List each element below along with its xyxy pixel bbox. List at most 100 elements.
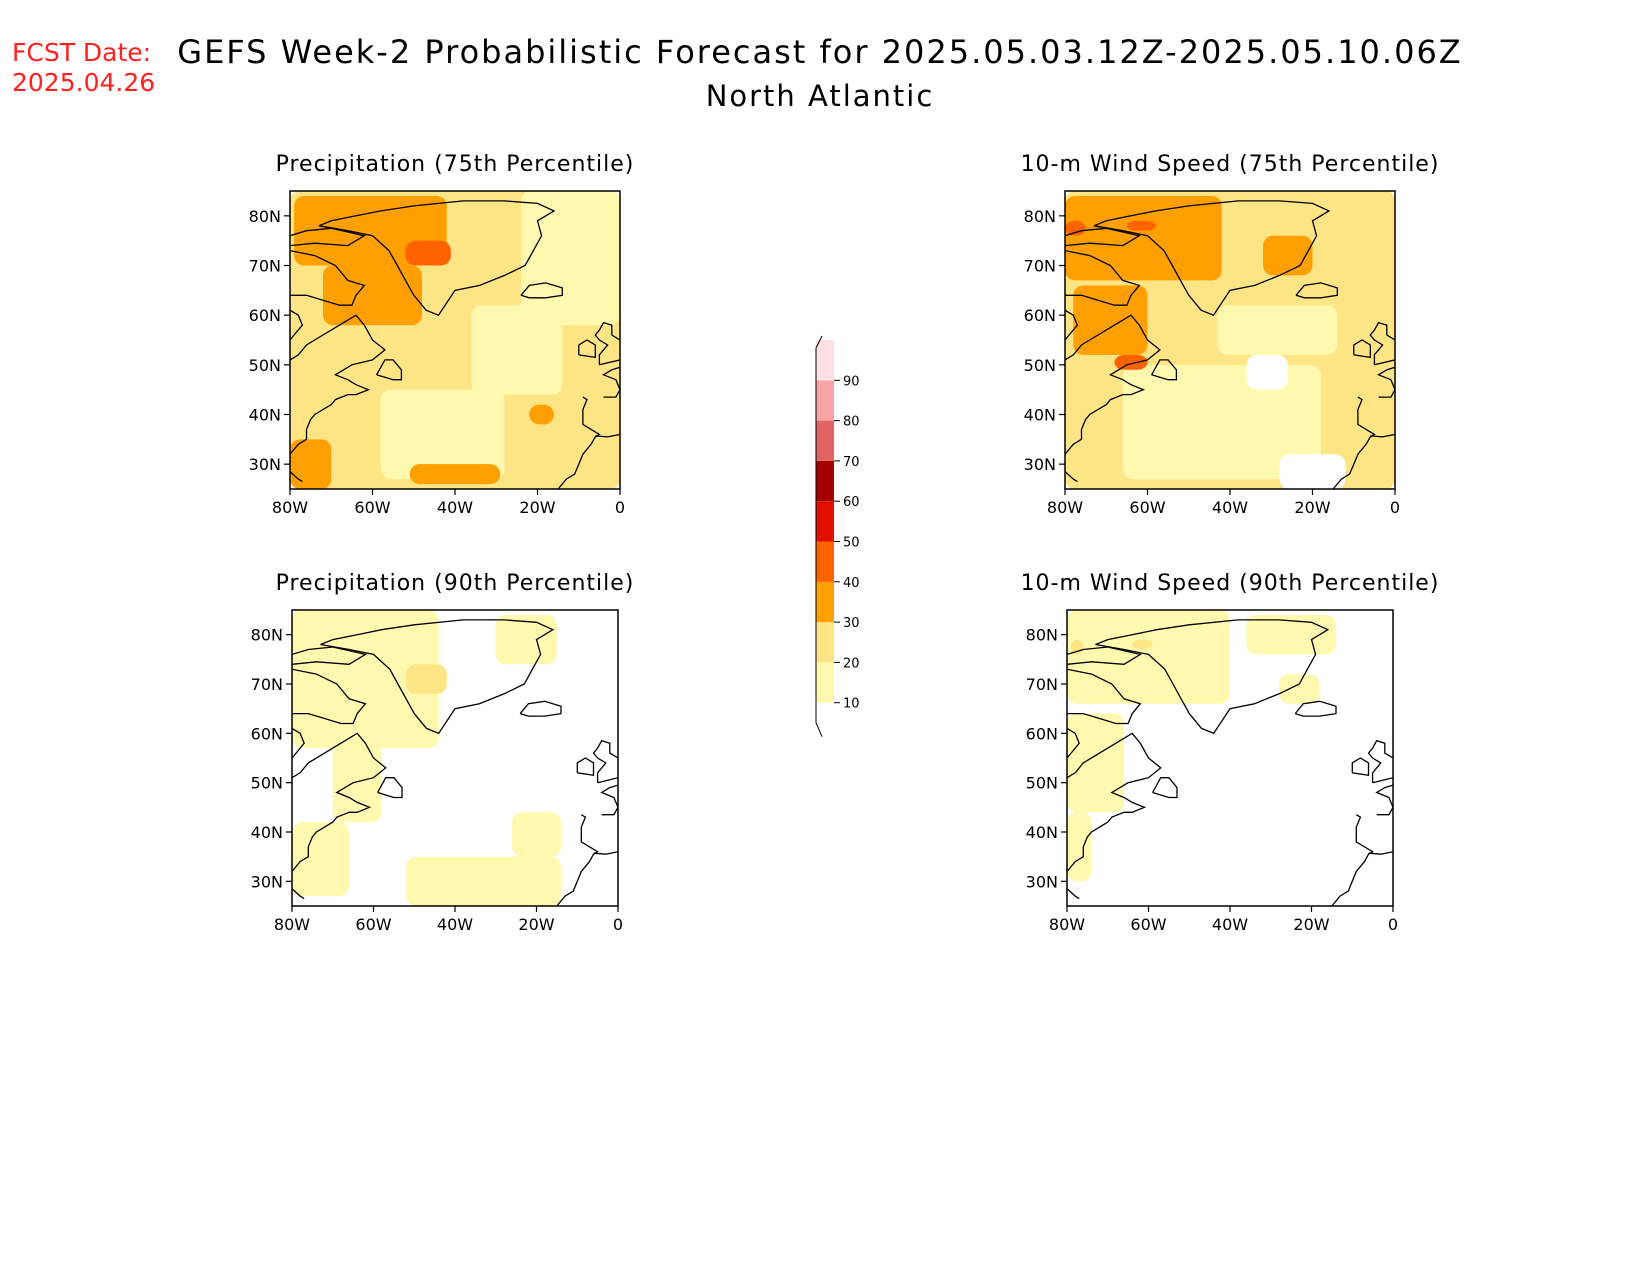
coastline [1095,619,1330,735]
lon-tick-label: 40W [1212,498,1248,517]
shading-region [1122,364,1321,480]
lat-tick-label: 30N [1026,872,1058,891]
coastline [519,700,562,717]
shading-region [471,305,563,395]
colorbar-segment [816,581,834,623]
lat-tick-label: 30N [249,455,281,474]
lat-tick-label: 50N [1026,774,1058,793]
lat-tick-label: 40N [1024,406,1056,425]
lat-tick-label: 80N [251,626,283,645]
lon-tick-label: 80W [272,498,308,517]
lon-tick-label: 80W [1049,915,1085,934]
colorbar-edge [815,335,823,703]
coastline [1367,739,1393,784]
shading-region [1065,220,1086,236]
coastline [602,366,620,398]
colorbar-label: 10 [843,697,860,712]
coastline [292,668,367,725]
colorbar-segment [816,501,834,542]
shading-region [495,614,557,665]
shading-region [529,404,554,425]
coastline [1065,314,1161,455]
coastline [1065,309,1079,341]
lat-tick-label: 30N [1024,455,1056,474]
coastline [292,646,368,665]
coastline [318,200,556,317]
lat-tick-label: 70N [1024,257,1056,276]
coastline [556,814,599,906]
shading-region [1067,713,1125,813]
shading-region [1279,454,1346,489]
shading-region [406,664,447,694]
coastline [595,433,620,438]
lon-tick-label: 40W [437,915,473,934]
coastline [1067,668,1142,725]
shading-region [1132,639,1153,650]
lat-tick-label: 80N [1026,626,1058,645]
lat-tick-label: 50N [1024,356,1056,375]
coastline [1351,757,1370,777]
coastlines [290,200,620,489]
shading-region [1067,812,1092,882]
lon-tick-label: 60W [354,498,390,517]
lat-tick-label: 70N [1026,675,1058,694]
shading-region [1114,354,1148,370]
coastline [578,339,596,359]
coastline [320,619,555,735]
coastline [290,309,304,341]
colorbar-label: 70 [843,455,860,470]
panel-title: 10-m Wind Speed (90th Percentile) [1021,571,1440,596]
coastline [290,227,367,247]
coastline [377,777,403,799]
colorbar-label: 40 [843,576,860,591]
lat-tick-label: 60N [1024,306,1056,325]
coastline [1331,814,1374,906]
coastline [292,732,387,872]
lat-tick-label: 80N [249,207,281,226]
shading-region [1073,285,1148,355]
lon-tick-label: 0 [613,915,623,934]
shading-region [292,610,439,749]
probability-shading [290,191,620,489]
coastline [292,888,305,900]
lat-tick-label: 40N [251,823,283,842]
coastline [600,784,618,816]
coastline [290,471,303,483]
colorbar-label: 50 [843,536,860,551]
lat-tick-label: 60N [1026,724,1058,743]
coastline [1065,471,1078,483]
lat-tick-label: 40N [249,406,281,425]
coastline [1332,396,1376,489]
lon-tick-label: 20W [519,498,555,517]
colorbar-segment [816,460,834,502]
coastline [1152,777,1178,799]
coastline [1065,249,1141,306]
shading-region [1067,610,1230,704]
lon-tick-label: 20W [518,915,554,934]
coastline [1353,339,1371,359]
coastlines [1067,619,1393,906]
colorbar-label: 80 [843,415,860,430]
panel-title: Precipitation (75th Percentile) [276,152,635,177]
lon-tick-label: 0 [1390,498,1400,517]
coastline [594,321,620,366]
coastline [1067,732,1162,872]
lon-tick-label: 40W [1212,915,1248,934]
shading-region [521,191,620,326]
panel-title: Precipitation (90th Percentile) [276,571,635,596]
shading-region [405,240,451,266]
colorbar: 10 20 30 40 50 60 70 80 90 [815,335,860,737]
coastline [1370,433,1395,438]
lat-tick-label: 80N [1024,207,1056,226]
lon-tick-label: 20W [1294,498,1330,517]
coastline [1368,851,1393,855]
colorbar-edge [815,702,823,737]
lon-tick-label: 20W [1293,915,1329,934]
lat-tick-label: 30N [251,872,283,891]
coastline [1093,200,1331,317]
coastline [1377,366,1395,398]
lat-tick-label: 40N [1026,823,1058,842]
lon-tick-label: 60W [1130,915,1166,934]
shading-region [406,856,561,906]
